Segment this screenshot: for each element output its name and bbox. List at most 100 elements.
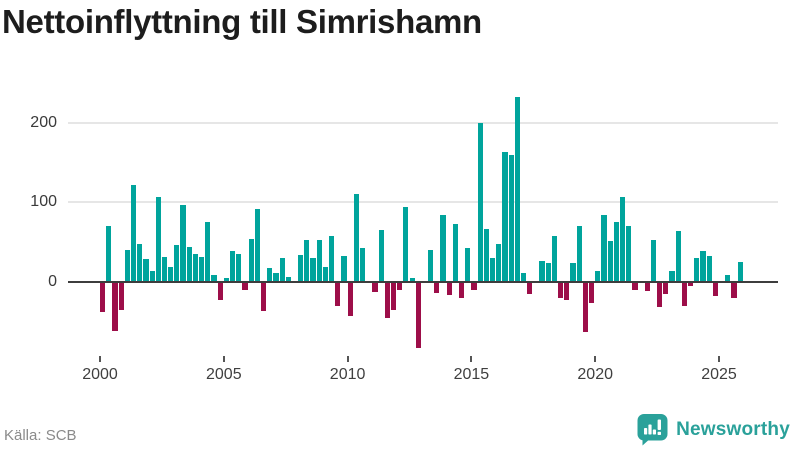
bar (514, 97, 520, 282)
plot-area: 0 100 200 (30, 97, 778, 349)
bar (465, 248, 471, 282)
bar (217, 281, 223, 300)
bar (267, 268, 273, 282)
bar (180, 204, 186, 282)
x-axis-label: 2010 (329, 366, 366, 383)
bar (260, 281, 267, 312)
bar (168, 266, 174, 282)
bar (341, 256, 347, 282)
bar (570, 263, 576, 282)
bar (390, 281, 397, 311)
x-axis-label: 2005 (206, 366, 242, 383)
bar (192, 253, 199, 282)
bar (626, 226, 632, 282)
bar (137, 243, 143, 282)
bar (669, 270, 675, 282)
bar (254, 208, 260, 282)
bar (434, 281, 440, 293)
x-tick (346, 356, 349, 362)
bar (359, 247, 366, 282)
bar (737, 261, 743, 282)
bar (700, 250, 706, 282)
bar (471, 281, 477, 291)
x-tick (99, 356, 101, 362)
chart-title: Nettoinflyttning till Simrishamn (2, 3, 482, 40)
y-axis-label: 200 (30, 113, 57, 131)
bar (428, 249, 434, 282)
bar (205, 222, 211, 282)
bar (124, 249, 130, 282)
bar (582, 281, 588, 332)
bar (149, 270, 155, 282)
bar (155, 197, 161, 282)
bar (353, 194, 359, 282)
y-axis-label: 100 (30, 193, 57, 211)
bar (706, 256, 712, 282)
bar (688, 281, 694, 287)
bar (130, 184, 137, 282)
bar (329, 235, 335, 282)
bar (496, 244, 502, 282)
bar (211, 275, 217, 282)
x-axis-zero-line (68, 280, 778, 283)
bar (372, 281, 378, 293)
bar (644, 281, 650, 292)
bar (452, 224, 459, 282)
bar (613, 222, 619, 282)
bar (384, 281, 390, 319)
bar (409, 277, 415, 282)
bar (650, 240, 657, 282)
newsworthy-logo: Newsworthy (636, 413, 790, 446)
bar (279, 257, 285, 282)
bar (298, 254, 304, 282)
bar (657, 281, 663, 308)
x-tick (470, 356, 473, 362)
bar (248, 238, 254, 282)
bar (539, 261, 545, 282)
gridline-y200 (68, 121, 778, 124)
bar (520, 272, 527, 282)
bar (415, 281, 421, 349)
bar (483, 229, 489, 282)
bar-chart-speech-bubble-icon (637, 414, 668, 446)
bar (607, 241, 613, 282)
bar (551, 236, 558, 282)
bar (558, 281, 564, 298)
bar (304, 239, 310, 282)
bar (564, 281, 570, 300)
bar (378, 230, 384, 282)
bar (545, 263, 551, 282)
bar (186, 246, 192, 282)
x-axis-label: 2025 (701, 366, 737, 383)
bar (675, 230, 681, 282)
source-note: Källa: SCB (4, 427, 77, 444)
bar (440, 214, 446, 282)
bar (174, 245, 180, 282)
bar (681, 281, 688, 306)
bar (335, 281, 341, 306)
bar (316, 239, 322, 282)
bar (199, 257, 205, 282)
x-axis-label: 2000 (82, 366, 118, 383)
y-axis-label: 0 (48, 272, 57, 290)
bar (229, 251, 236, 282)
bar (489, 257, 496, 282)
bar (403, 206, 409, 282)
bar (236, 253, 242, 282)
bar (446, 281, 452, 296)
bar (694, 257, 700, 282)
bar (663, 281, 669, 295)
bar (595, 270, 601, 282)
newsworthy-wordmark: Newsworthy (676, 418, 790, 440)
bar (459, 281, 465, 298)
bar (477, 122, 483, 282)
x-tick (718, 356, 720, 362)
x-axis-label: 2020 (577, 366, 613, 383)
bar (112, 281, 118, 331)
bar (273, 272, 279, 282)
bar (502, 152, 508, 282)
bar (242, 281, 248, 290)
bar (161, 257, 168, 282)
bar (725, 275, 731, 282)
